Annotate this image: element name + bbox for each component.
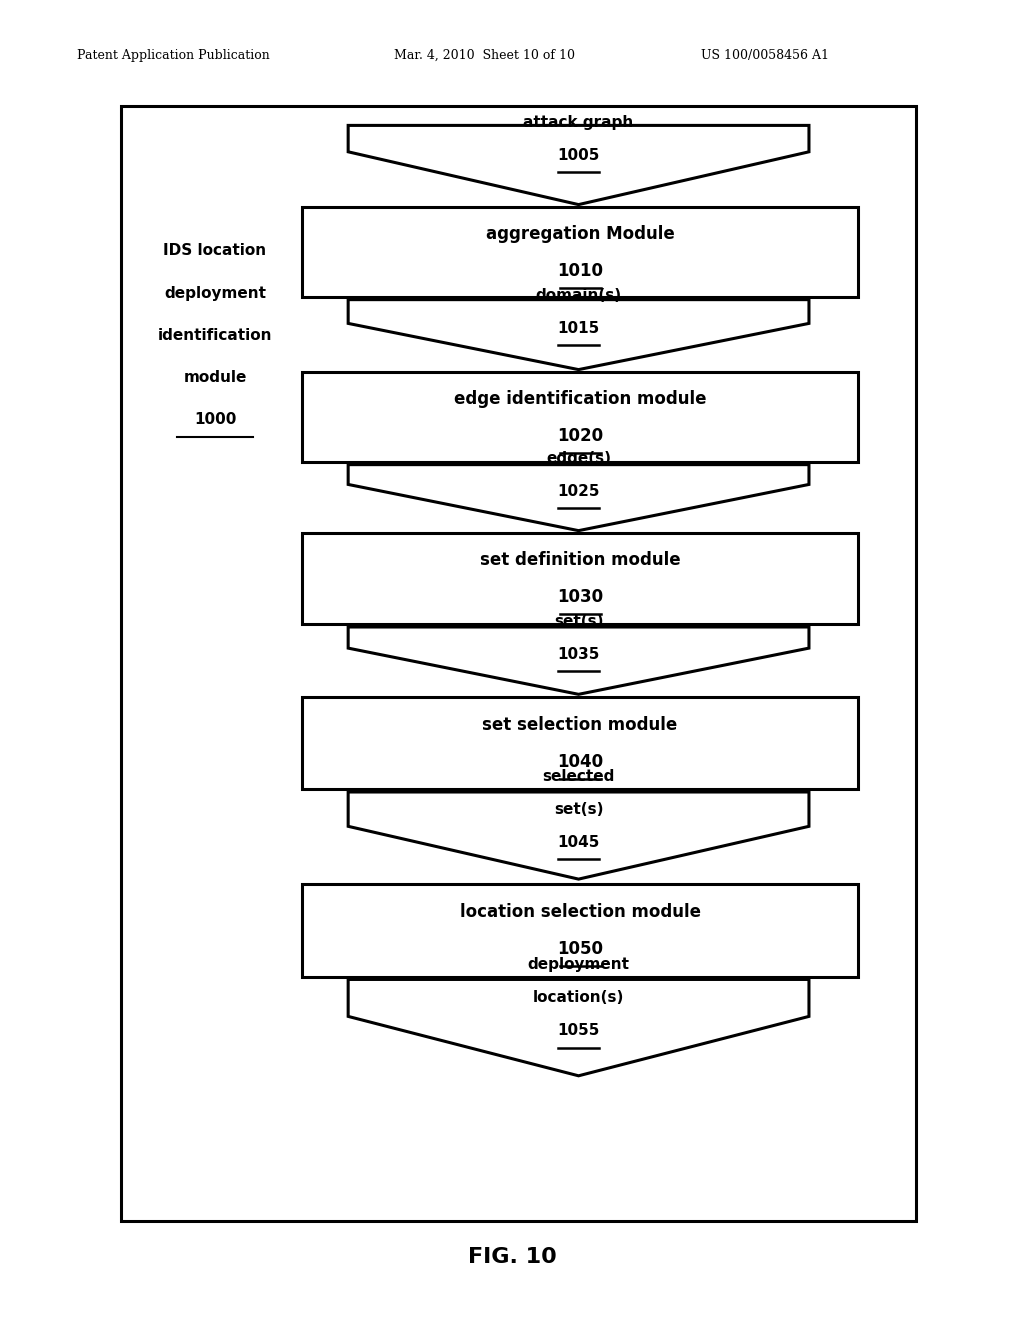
Text: 1055: 1055 xyxy=(557,1023,600,1039)
Text: 1005: 1005 xyxy=(557,148,600,162)
Text: deployment: deployment xyxy=(527,957,630,973)
FancyBboxPatch shape xyxy=(121,106,916,1221)
Text: 1030: 1030 xyxy=(557,589,603,606)
Text: 1015: 1015 xyxy=(557,321,600,335)
Text: US 100/0058456 A1: US 100/0058456 A1 xyxy=(701,49,829,62)
Text: IDS location: IDS location xyxy=(164,243,266,259)
Text: module: module xyxy=(183,370,247,385)
Text: edge(s): edge(s) xyxy=(546,450,611,466)
Text: aggregation Module: aggregation Module xyxy=(485,224,675,243)
Text: location selection module: location selection module xyxy=(460,903,700,921)
Text: Mar. 4, 2010  Sheet 10 of 10: Mar. 4, 2010 Sheet 10 of 10 xyxy=(394,49,575,62)
Text: attack graph: attack graph xyxy=(523,115,634,129)
Polygon shape xyxy=(348,979,809,1076)
Polygon shape xyxy=(348,627,809,694)
Text: set selection module: set selection module xyxy=(482,715,678,734)
Polygon shape xyxy=(348,465,809,531)
Text: deployment: deployment xyxy=(164,285,266,301)
Text: set definition module: set definition module xyxy=(480,552,680,569)
Text: 1020: 1020 xyxy=(557,426,603,445)
FancyBboxPatch shape xyxy=(302,533,858,624)
Polygon shape xyxy=(348,792,809,879)
FancyBboxPatch shape xyxy=(302,372,858,462)
Text: 1035: 1035 xyxy=(557,647,600,661)
Text: set(s): set(s) xyxy=(554,801,603,817)
Text: 1045: 1045 xyxy=(557,834,600,850)
Text: edge identification module: edge identification module xyxy=(454,389,707,408)
FancyBboxPatch shape xyxy=(302,884,858,977)
Polygon shape xyxy=(348,300,809,370)
Text: set(s): set(s) xyxy=(554,614,603,628)
Text: domain(s): domain(s) xyxy=(536,288,622,302)
Text: 1000: 1000 xyxy=(194,412,237,428)
Text: identification: identification xyxy=(158,327,272,343)
Text: 1040: 1040 xyxy=(557,752,603,771)
Text: selected: selected xyxy=(543,768,614,784)
Text: location(s): location(s) xyxy=(532,990,625,1006)
FancyBboxPatch shape xyxy=(302,697,858,789)
Text: 1010: 1010 xyxy=(557,261,603,280)
Polygon shape xyxy=(348,125,809,205)
Text: 1025: 1025 xyxy=(557,483,600,499)
FancyBboxPatch shape xyxy=(302,207,858,297)
Text: FIG. 10: FIG. 10 xyxy=(468,1246,556,1267)
Text: 1050: 1050 xyxy=(557,940,603,958)
Text: Patent Application Publication: Patent Application Publication xyxy=(77,49,269,62)
